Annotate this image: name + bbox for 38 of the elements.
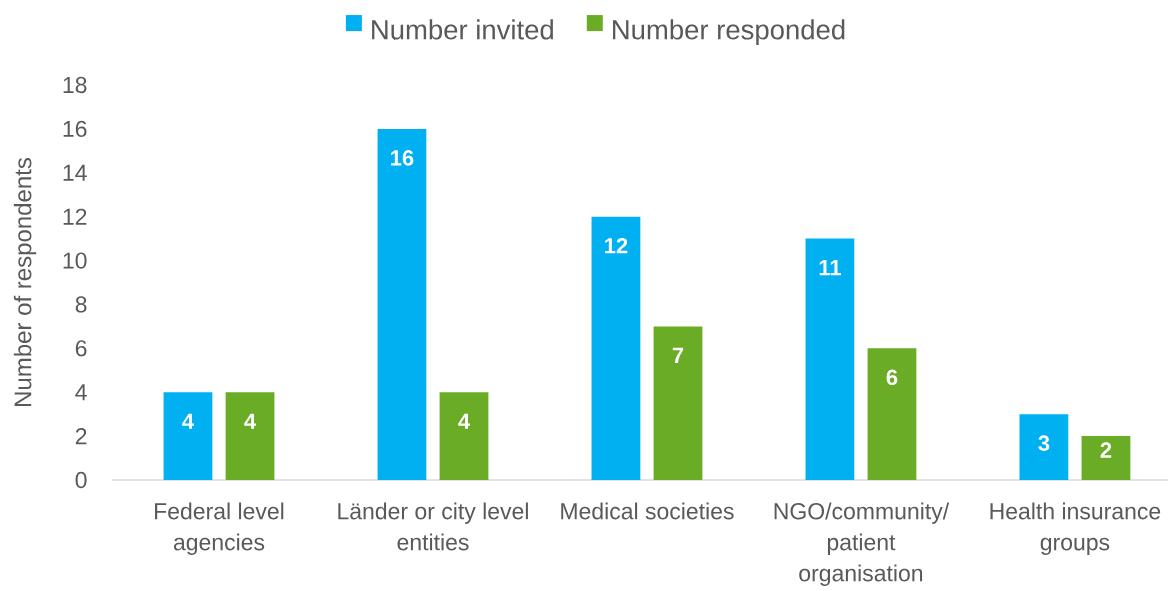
data-label: 4	[182, 413, 194, 429]
y-tick-label: 6	[75, 340, 87, 357]
y-axis-title: Number of respondents	[13, 158, 37, 406]
data-label: 7	[672, 347, 684, 363]
y-tick-label: 10	[63, 252, 87, 269]
y-tick-label: 0	[75, 471, 87, 489]
bar	[163, 392, 213, 480]
bar	[225, 392, 275, 480]
data-label: 4	[244, 413, 257, 429]
x-tick-label: Länder or city level entities	[338, 502, 528, 551]
y-tick-label: 14	[63, 164, 87, 181]
y-tick-label: 4	[75, 384, 87, 401]
x-tick-label: Health insurance groups	[990, 502, 1161, 555]
y-tick-label: 18	[63, 76, 87, 94]
bar	[377, 128, 427, 480]
y-tick-label: 12	[63, 208, 87, 225]
y-tick-label: 8	[75, 296, 87, 313]
bar	[591, 216, 641, 480]
data-label: 16	[391, 150, 414, 166]
y-tick-label: 2	[75, 428, 87, 445]
x-tick-label: Federal level agencies	[155, 502, 284, 555]
data-label: 4	[458, 413, 471, 429]
legend-label: Number responded	[613, 19, 845, 45]
data-label: 6	[886, 369, 898, 386]
legend-label: Number invited	[372, 19, 553, 40]
bar	[805, 238, 855, 480]
bar	[867, 348, 917, 480]
bar	[439, 392, 489, 480]
data-label: 11	[819, 260, 841, 276]
data-label: 3	[1038, 435, 1050, 451]
bar	[1081, 436, 1131, 480]
bar	[653, 326, 703, 480]
data-label: 12	[605, 237, 628, 254]
x-tick-label: NGO/community/ patient organisation	[774, 502, 950, 586]
x-tick-label: Medical societies	[561, 502, 734, 520]
bar	[1019, 414, 1069, 480]
y-tick-label: 16	[63, 120, 87, 138]
data-label: 2	[1100, 442, 1112, 458]
